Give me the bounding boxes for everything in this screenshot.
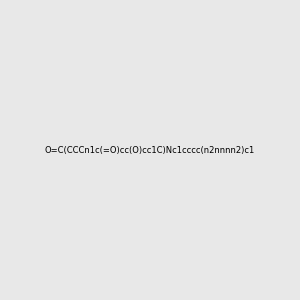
Text: O=C(CCCn1c(=O)cc(O)cc1C)Nc1cccc(n2nnnn2)c1: O=C(CCCn1c(=O)cc(O)cc1C)Nc1cccc(n2nnnn2)… [45,146,255,154]
